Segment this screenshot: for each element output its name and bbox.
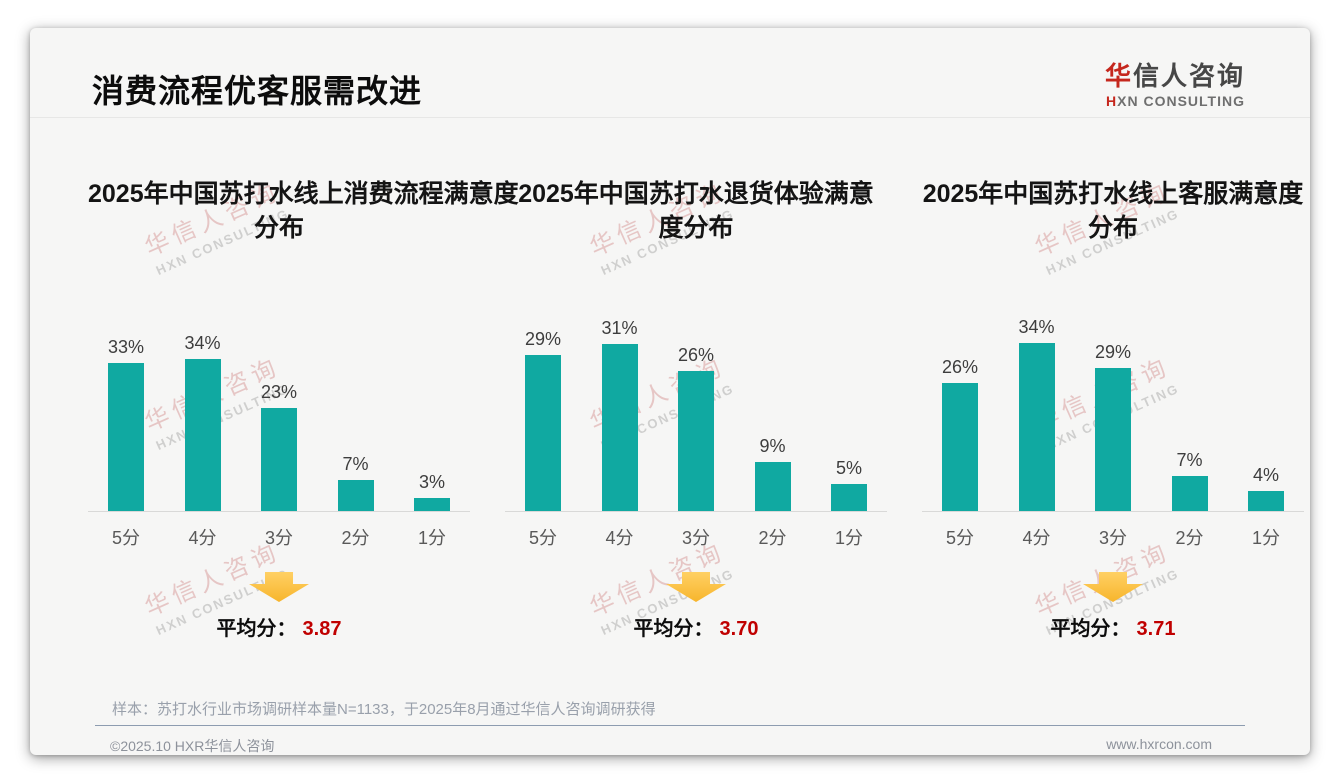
bar-value-label: 7% bbox=[342, 454, 369, 475]
down-arrow-icon bbox=[666, 572, 726, 603]
bar-group: 4% bbox=[1233, 465, 1299, 512]
axis-label: 5分 bbox=[528, 528, 557, 549]
bar bbox=[1095, 368, 1131, 512]
axis-label: 4分 bbox=[188, 528, 217, 549]
bar-value-label: 9% bbox=[759, 436, 786, 457]
charts-row: 2025年中国苏打水线上消费流程满意度 分布 33% 34% 23% 7% 3% 5分 4分 3分… bbox=[30, 118, 1310, 641]
bar bbox=[678, 371, 714, 512]
bar bbox=[1018, 343, 1055, 512]
bar-value-label: 34% bbox=[1018, 317, 1055, 338]
bar-value-label: 26% bbox=[677, 345, 715, 366]
average-row: 平均分： 3.71 bbox=[922, 612, 1304, 641]
bar-group: 26% bbox=[663, 345, 729, 512]
bar-group: 26% bbox=[927, 357, 993, 512]
bar bbox=[337, 480, 374, 512]
bar bbox=[261, 408, 297, 512]
page-title: 消费流程优客服需改进 bbox=[92, 73, 423, 109]
slide-header: 消费流程优客服需改进 华信人咨询 HXN CONSULTING bbox=[30, 28, 1310, 119]
average-row: 平均分： 3.70 bbox=[505, 612, 887, 641]
bar-group: 34% bbox=[170, 333, 236, 512]
bar-group: 7% bbox=[1157, 450, 1223, 512]
down-arrow-icon bbox=[1083, 572, 1143, 603]
bar bbox=[754, 462, 791, 512]
axis-labels: 5分 4分 3分 2分 1分 bbox=[505, 512, 887, 550]
bar-value-label: 29% bbox=[1094, 342, 1132, 363]
bar bbox=[942, 383, 978, 512]
bar-plot: 29% 31% 26% 9% 5% bbox=[505, 264, 887, 513]
bar-value-label: 5% bbox=[835, 458, 862, 479]
chart-title: 2025年中国苏打水退货体验满意 度分布 bbox=[518, 180, 874, 242]
footer-copyright: ©2025.10 HXR华信人咨询 bbox=[110, 738, 275, 755]
bar-group: 7% bbox=[323, 454, 389, 512]
company-logo: 华信人咨询 HXN CONSULTING bbox=[1105, 62, 1245, 109]
axis-label: 5分 bbox=[945, 528, 974, 549]
arrow-container bbox=[88, 572, 470, 603]
chart-column: 2025年中国苏打水线上客服满意度 分布 26% 34% 29% 7% 4% 5分 4分 3分 2分… bbox=[922, 178, 1304, 641]
chart-title: 2025年中国苏打水线上消费流程满意度 分布 bbox=[88, 180, 519, 242]
bar-value-label: 4% bbox=[1252, 465, 1279, 486]
bar-value-label: 29% bbox=[524, 329, 562, 350]
axis-label: 5分 bbox=[111, 528, 140, 549]
bar-group: 34% bbox=[1004, 317, 1070, 512]
axis-label: 4分 bbox=[1022, 528, 1051, 549]
bar-value-label: 33% bbox=[107, 337, 145, 358]
average-label: 平均分： bbox=[633, 618, 714, 641]
footer-divider bbox=[95, 725, 1245, 727]
slide-card: 华信人咨询 HXN CONSULTING 华信人咨询 HXN CONSULTING 华信… bbox=[30, 28, 1310, 755]
bar bbox=[108, 363, 144, 512]
arrow-container bbox=[505, 572, 887, 603]
bar-plot: 26% 34% 29% 7% 4% bbox=[922, 264, 1304, 513]
bar-value-label: 34% bbox=[184, 333, 221, 354]
chart-title: 2025年中国苏打水线上客服满意度 分布 bbox=[922, 180, 1304, 242]
chart-column: 2025年中国苏打水退货体验满意 度分布 29% 31% 26% 9% 5% 5分 4分 3分 2分… bbox=[505, 178, 887, 641]
axis-labels: 5分 4分 3分 2分 1分 bbox=[922, 512, 1304, 550]
down-arrow-icon bbox=[249, 572, 309, 603]
bar-group: 29% bbox=[1080, 342, 1146, 512]
bar-group: 5% bbox=[816, 458, 882, 512]
average-label: 平均分： bbox=[1050, 618, 1131, 641]
logo-english-text: HXN CONSULTING bbox=[1106, 92, 1245, 109]
bar-group: 9% bbox=[740, 436, 806, 512]
axis-label: 2分 bbox=[1175, 528, 1204, 549]
bar-value-label: 31% bbox=[601, 318, 638, 339]
sample-note: 样本：苏打水行业市场调研样本量N=1133，于2025年8月通过华信人咨询调研获… bbox=[112, 701, 656, 719]
axis-label: 1分 bbox=[834, 528, 863, 549]
bar-group: 23% bbox=[246, 382, 312, 512]
logo-chinese-text: 华信人咨询 bbox=[1104, 61, 1245, 91]
bar bbox=[525, 355, 561, 512]
bar-group: 33% bbox=[93, 337, 159, 512]
axis-label: 4分 bbox=[605, 528, 634, 549]
bar-group: 29% bbox=[510, 329, 576, 512]
footer-url: www.hxrcon.com bbox=[1106, 736, 1212, 753]
axis-label: 2分 bbox=[341, 528, 370, 549]
bar-plot: 33% 34% 23% 7% 3% bbox=[88, 264, 470, 513]
bar-group: 3% bbox=[399, 472, 465, 512]
axis-label: 1分 bbox=[417, 528, 446, 549]
average-value: 3.87 bbox=[302, 618, 342, 641]
average-value: 3.70 bbox=[719, 618, 759, 641]
average-label: 平均分： bbox=[216, 618, 297, 641]
bar bbox=[1248, 491, 1284, 512]
bar-value-label: 7% bbox=[1176, 450, 1203, 471]
arrow-container bbox=[922, 572, 1304, 603]
bar-value-label: 3% bbox=[418, 472, 445, 493]
bar bbox=[601, 344, 638, 512]
slide-footer: ©2025.10 HXR华信人咨询 www.hxrcon.com bbox=[30, 726, 1310, 755]
chart-column: 2025年中国苏打水线上消费流程满意度 分布 33% 34% 23% 7% 3% 5分 4分 3分… bbox=[88, 178, 519, 641]
axis-labels: 5分 4分 3分 2分 1分 bbox=[88, 512, 470, 550]
average-row: 平均分： 3.87 bbox=[88, 612, 470, 641]
axis-label: 2分 bbox=[758, 528, 787, 549]
bar-value-label: 23% bbox=[260, 382, 298, 403]
bar bbox=[1171, 476, 1208, 512]
axis-label: 3分 bbox=[264, 528, 293, 549]
bar bbox=[184, 359, 221, 512]
axis-label: 3分 bbox=[1098, 528, 1127, 549]
bar-value-label: 26% bbox=[941, 357, 979, 378]
axis-label: 1分 bbox=[1251, 528, 1280, 549]
bar bbox=[831, 484, 867, 512]
axis-label: 3分 bbox=[681, 528, 710, 549]
bar bbox=[414, 498, 450, 512]
average-value: 3.71 bbox=[1136, 618, 1176, 641]
bar-group: 31% bbox=[587, 318, 653, 512]
